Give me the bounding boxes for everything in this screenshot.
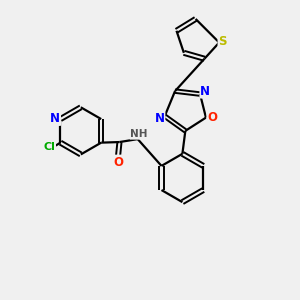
Text: NH: NH <box>130 129 148 139</box>
Text: O: O <box>113 156 123 169</box>
Text: N: N <box>154 112 164 125</box>
Text: O: O <box>207 110 218 124</box>
Text: N: N <box>200 85 210 98</box>
Text: S: S <box>218 34 227 48</box>
Text: Cl: Cl <box>43 142 55 152</box>
Text: N: N <box>50 112 60 125</box>
